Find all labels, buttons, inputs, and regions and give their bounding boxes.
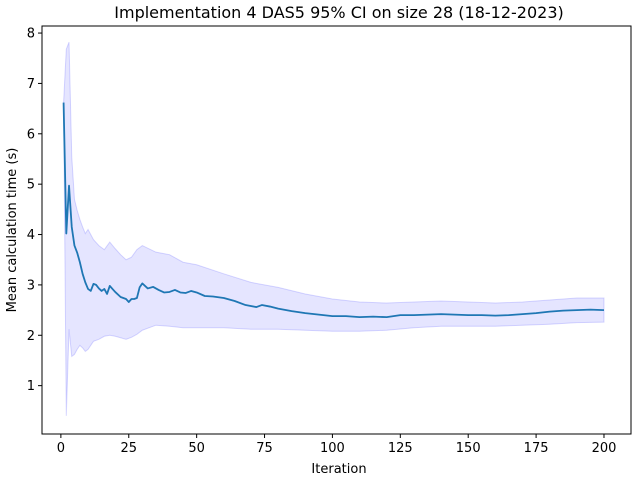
x-axis-label: Iteration <box>311 462 366 477</box>
x-tick-label: 150 <box>456 441 481 456</box>
x-tick-label: 25 <box>120 441 137 456</box>
y-tick-label: 6 <box>27 127 35 142</box>
axes-frame <box>41 25 632 435</box>
y-axis-label: Mean calculation time (s) <box>5 148 20 313</box>
y-axis-ticks: 1 2 3 4 5 6 7 8 <box>27 27 42 394</box>
y-tick-label: 7 <box>27 77 35 92</box>
x-tick-label: 100 <box>320 441 345 456</box>
x-tick-label: 0 <box>57 441 65 456</box>
x-tick-label: 200 <box>592 441 617 456</box>
y-tick-label: 1 <box>27 379 35 394</box>
plot-area <box>62 41 605 416</box>
x-tick-label: 50 <box>188 441 205 456</box>
y-tick-label: 4 <box>27 228 35 243</box>
x-tick-label: 175 <box>524 441 549 456</box>
y-tick-label: 2 <box>27 329 35 344</box>
x-tick-label: 125 <box>388 441 413 456</box>
y-tick-label: 5 <box>27 178 35 193</box>
y-tick-label: 8 <box>27 27 35 42</box>
confidence-interval-band <box>63 41 605 416</box>
x-tick-label: 75 <box>256 441 273 456</box>
chart-title: Implementation 4 DAS5 95% CI on size 28 … <box>114 3 563 22</box>
y-tick-label: 3 <box>27 278 35 293</box>
x-axis-ticks: 0 25 50 75 100 125 150 175 200 <box>57 434 617 456</box>
mean-series-line <box>62 102 605 319</box>
